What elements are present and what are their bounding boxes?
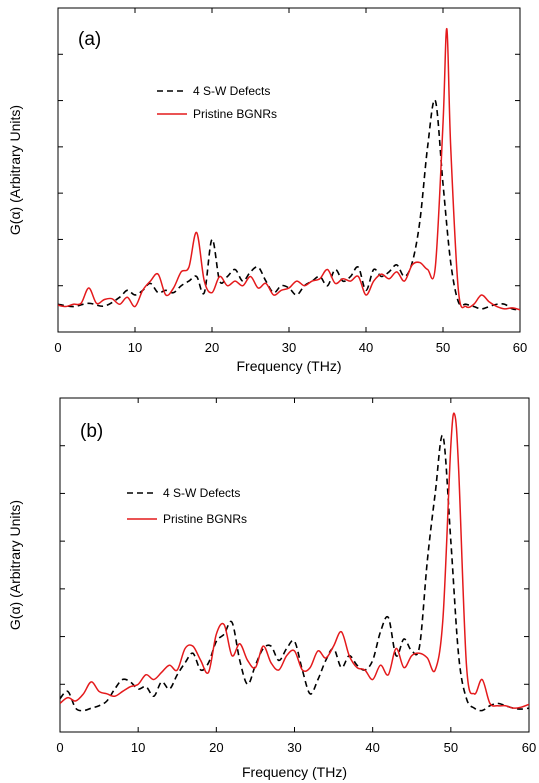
x-axis-title: Frequency (THz): [242, 764, 347, 780]
chart-panel-b: 0 10 20 30 40 50 60 Frequency (THz) G(α) (Arbitr…: [7, 397, 536, 780]
chart-panel-a: 0 10 20 30 40 50 60 Frequency (THz) G(α) (Arbitr…: [7, 7, 527, 374]
x-tick-label: 0: [56, 740, 63, 755]
x-tick-label: 50: [444, 740, 458, 755]
series-line-pristine-bgnrs: [60, 412, 529, 709]
x-tick-label: 10: [128, 340, 142, 355]
plot-frame: [57, 7, 521, 333]
x-tick-label: 30: [287, 740, 301, 755]
x-tick-label: 40: [365, 740, 379, 755]
legend-entry: 4 S-W Defects: [157, 84, 270, 98]
legend-entry: 4 S-W Defects: [127, 486, 240, 500]
y-axis-title: G(α) (Arbitrary Units): [7, 500, 23, 630]
series-line-sw-defects: [60, 434, 529, 712]
x-tick-label: 40: [359, 340, 373, 355]
x-tick-label: 20: [209, 740, 223, 755]
legend-label: 4 S-W Defects: [163, 486, 240, 500]
plot-frame: [59, 397, 530, 733]
legend-label: Pristine BGNRs: [163, 512, 247, 526]
x-tick-label: 50: [436, 340, 450, 355]
legend-entry: Pristine BGNRs: [127, 512, 247, 526]
x-tick-label: 60: [522, 740, 536, 755]
series-line-pristine-bgnrs: [58, 28, 520, 311]
x-tick-label: 0: [54, 340, 61, 355]
x-tick-label: 60: [513, 340, 527, 355]
panel-label: (b): [80, 421, 103, 442]
x-axis-title: Frequency (THz): [236, 358, 341, 374]
legend-label: 4 S-W Defects: [193, 84, 270, 98]
x-tick-label: 20: [205, 340, 219, 355]
legend-entry: Pristine BGNRs: [157, 107, 277, 121]
y-axis-title: G(α) (Arbitrary Units): [7, 105, 23, 235]
x-tick-label: 10: [131, 740, 145, 755]
legend-label: Pristine BGNRs: [193, 107, 277, 121]
x-tick-label: 30: [282, 340, 296, 355]
panel-label: (a): [78, 29, 101, 50]
